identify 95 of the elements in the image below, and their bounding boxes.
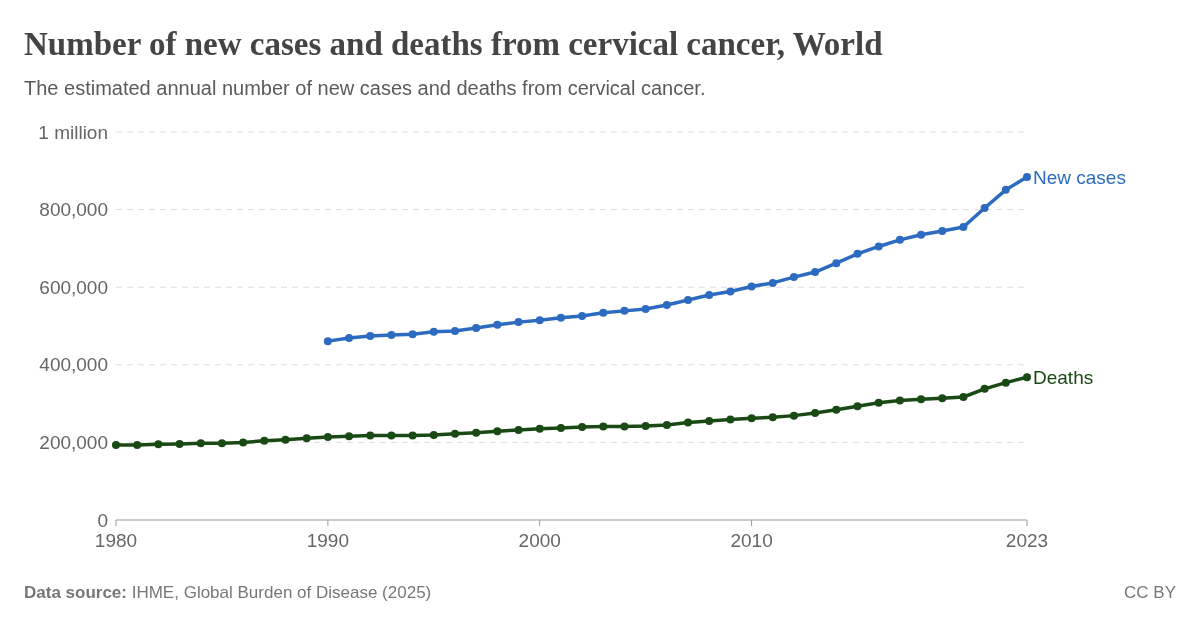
point <box>726 287 735 296</box>
y-tick-label: 0 <box>97 509 108 531</box>
point <box>789 411 798 420</box>
point <box>684 418 693 427</box>
point <box>387 330 396 339</box>
point <box>535 424 544 433</box>
point <box>980 204 989 213</box>
point <box>768 278 777 287</box>
y-tick-label: 1 million <box>38 121 108 143</box>
chart-subtitle: The estimated annual number of new cases and deaths from cervical cancer. <box>24 77 706 99</box>
point <box>408 330 417 339</box>
point <box>450 327 459 336</box>
point <box>1001 378 1010 387</box>
series-label: Deaths <box>1033 366 1094 388</box>
point <box>366 431 375 440</box>
point <box>811 408 820 417</box>
point <box>154 440 163 449</box>
point <box>1023 373 1031 382</box>
point <box>832 405 841 414</box>
point <box>450 429 459 438</box>
x-tick-label: 2023 <box>1005 530 1049 551</box>
point <box>747 282 756 291</box>
point <box>641 422 650 431</box>
y-tick-label: 600,000 <box>39 276 108 298</box>
point <box>853 402 862 411</box>
series-label: New cases <box>1033 166 1126 188</box>
point <box>641 304 650 313</box>
x-tick-label: 2000 <box>518 530 561 551</box>
point <box>514 318 523 327</box>
source-note: Data source: IHME, Global Burden of Disease (2025) <box>24 583 432 602</box>
point <box>726 415 735 424</box>
point <box>472 428 481 437</box>
point <box>556 313 565 322</box>
point <box>133 441 142 450</box>
point <box>578 311 587 320</box>
point <box>493 320 502 329</box>
point <box>556 424 565 433</box>
point <box>323 432 332 441</box>
point <box>345 432 354 441</box>
point <box>345 334 354 343</box>
point <box>789 273 798 282</box>
x-tick-label: 1980 <box>94 530 138 551</box>
point <box>853 249 862 258</box>
point <box>959 393 968 401</box>
x-tick-label: 1990 <box>306 530 349 551</box>
point <box>366 332 375 341</box>
point <box>811 268 820 277</box>
y-tick-label: 400,000 <box>39 354 108 376</box>
point <box>684 296 693 304</box>
y-tick-label: 200,000 <box>39 432 108 454</box>
point <box>493 427 502 436</box>
point <box>620 422 629 431</box>
point <box>387 431 396 440</box>
point <box>302 434 311 443</box>
point <box>747 414 756 423</box>
point <box>662 301 671 310</box>
point <box>239 438 248 447</box>
point <box>980 384 989 393</box>
point <box>1023 173 1031 182</box>
point <box>408 431 417 440</box>
text: CC BY <box>1124 583 1176 602</box>
point <box>917 230 926 239</box>
point <box>260 436 269 445</box>
chart-title: Number of new cases and deaths from cervical cancer, World <box>24 26 883 62</box>
point <box>196 439 205 448</box>
point <box>472 323 481 332</box>
point <box>895 235 904 244</box>
point <box>959 223 968 232</box>
point <box>281 435 290 444</box>
point <box>599 422 608 431</box>
point <box>599 308 608 317</box>
point <box>768 413 777 422</box>
point <box>578 422 587 431</box>
point <box>938 226 947 235</box>
point <box>429 327 438 336</box>
point <box>832 259 841 268</box>
point <box>662 420 671 429</box>
point <box>705 290 714 299</box>
point <box>323 337 332 346</box>
point <box>620 306 629 315</box>
point <box>938 394 947 403</box>
point <box>217 439 226 448</box>
point <box>514 425 523 434</box>
point <box>112 441 120 450</box>
point <box>429 431 438 440</box>
point <box>874 398 883 407</box>
x-tick-label: 2010 <box>730 530 773 551</box>
point <box>874 242 883 251</box>
point <box>535 316 544 325</box>
point <box>1001 185 1010 194</box>
point <box>917 395 926 404</box>
point <box>175 439 184 448</box>
point <box>895 396 904 405</box>
point <box>705 417 714 426</box>
y-tick-label: 800,000 <box>39 199 108 221</box>
